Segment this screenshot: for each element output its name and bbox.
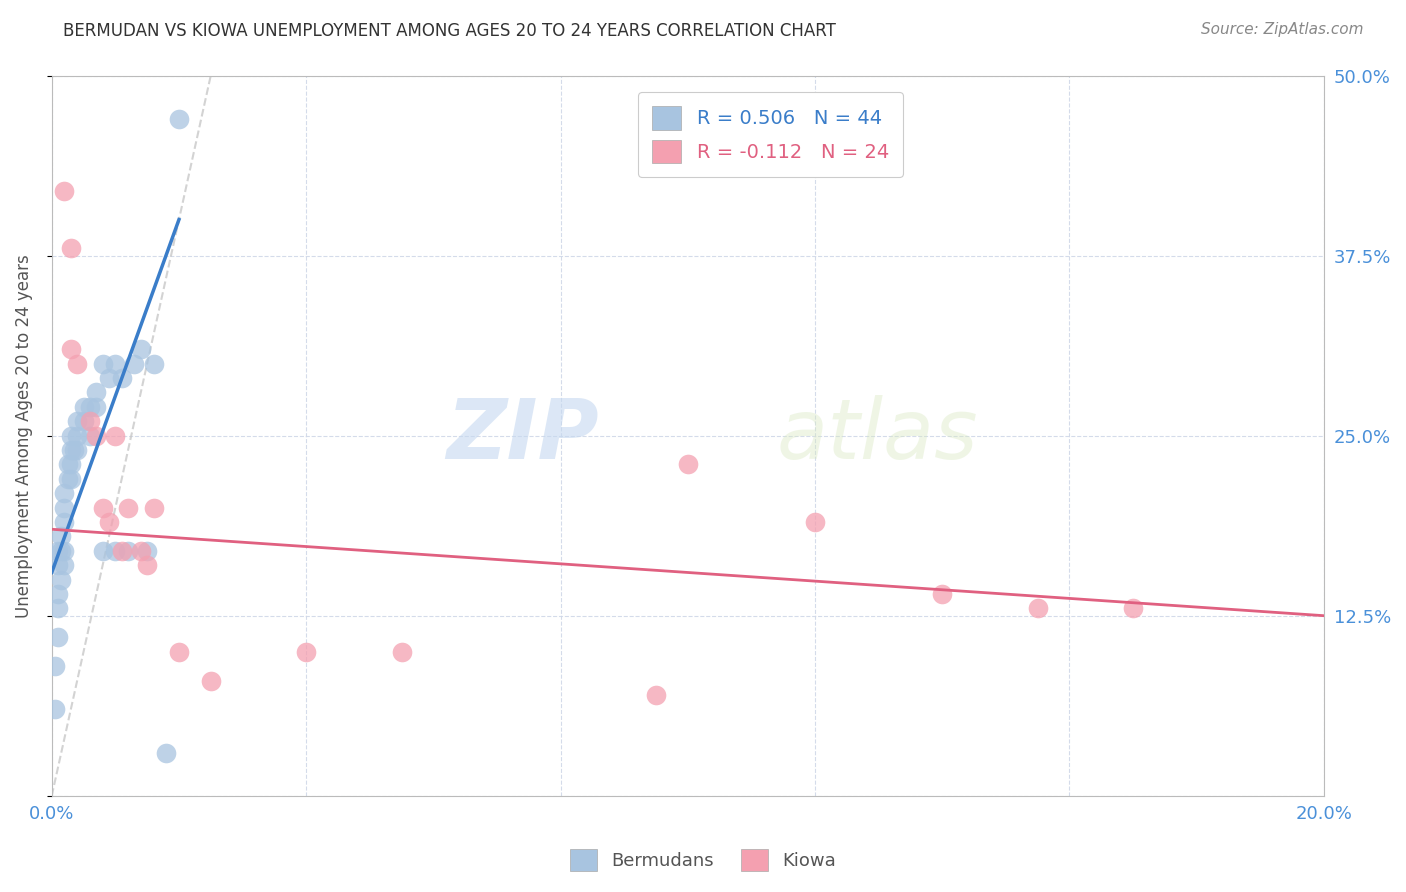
Point (44, 702, 66, 716)
Point (167, 645, 190, 659)
Point (53, 544, 76, 558)
Point (104, 428, 127, 442)
Point (104, 544, 127, 558)
Y-axis label: Unemployment Among Ages 20 to 24 years: Unemployment Among Ages 20 to 24 years (15, 253, 32, 617)
Point (59, 342, 82, 356)
Point (53, 500, 76, 515)
Point (84, 428, 107, 442)
Point (804, 515, 827, 529)
Point (117, 544, 139, 558)
Text: Source: ZipAtlas.com: Source: ZipAtlas.com (1201, 22, 1364, 37)
Point (91, 357, 114, 371)
Point (98, 515, 121, 529)
Text: ZIP: ZIP (446, 395, 599, 476)
Point (142, 500, 165, 515)
Point (46, 601, 69, 615)
Text: atlas: atlas (778, 395, 979, 476)
Point (167, 112, 190, 126)
Point (51, 544, 73, 558)
Point (51, 529, 73, 543)
Point (91, 500, 114, 515)
Point (59, 428, 82, 442)
Point (79, 428, 101, 442)
Point (53, 184, 76, 198)
Point (91, 544, 114, 558)
Point (53, 515, 76, 529)
Point (136, 544, 159, 558)
Point (111, 371, 134, 385)
Point (66, 357, 89, 371)
Point (72, 400, 94, 414)
Point (84, 385, 107, 400)
Point (295, 645, 318, 659)
Point (46, 558, 69, 573)
Point (1122, 601, 1144, 615)
Point (59, 241, 82, 255)
Point (53, 558, 76, 573)
Point (98, 371, 121, 385)
Point (84, 400, 107, 414)
Point (44, 659, 66, 673)
Point (46, 544, 69, 558)
Point (1026, 601, 1049, 615)
Point (72, 414, 94, 428)
Point (931, 587, 953, 601)
Point (59, 458, 82, 472)
Legend: Bermudans, Kiowa: Bermudans, Kiowa (562, 842, 844, 879)
Point (66, 428, 89, 442)
Point (129, 544, 152, 558)
Point (66, 414, 89, 428)
Point (56, 458, 79, 472)
Point (391, 645, 413, 659)
Point (155, 746, 177, 760)
Point (124, 357, 146, 371)
Legend: R = 0.506   N = 44, R = -0.112   N = 24: R = 0.506 N = 44, R = -0.112 N = 24 (638, 93, 903, 177)
Point (676, 458, 699, 472)
Point (142, 357, 165, 371)
Point (63, 443, 86, 458)
Point (79, 400, 101, 414)
Point (104, 357, 127, 371)
Point (46, 587, 69, 601)
Point (79, 414, 101, 428)
Point (66, 443, 89, 458)
Point (111, 544, 134, 558)
Point (53, 486, 76, 500)
Point (645, 688, 668, 702)
Point (129, 342, 152, 356)
Point (59, 443, 82, 458)
Point (56, 472, 79, 486)
Point (51, 573, 73, 587)
Point (136, 558, 159, 573)
Text: BERMUDAN VS KIOWA UNEMPLOYMENT AMONG AGES 20 TO 24 YEARS CORRELATION CHART: BERMUDAN VS KIOWA UNEMPLOYMENT AMONG AGE… (63, 22, 837, 40)
Point (117, 500, 139, 515)
Point (46, 630, 69, 644)
Point (59, 472, 82, 486)
Point (200, 673, 222, 688)
